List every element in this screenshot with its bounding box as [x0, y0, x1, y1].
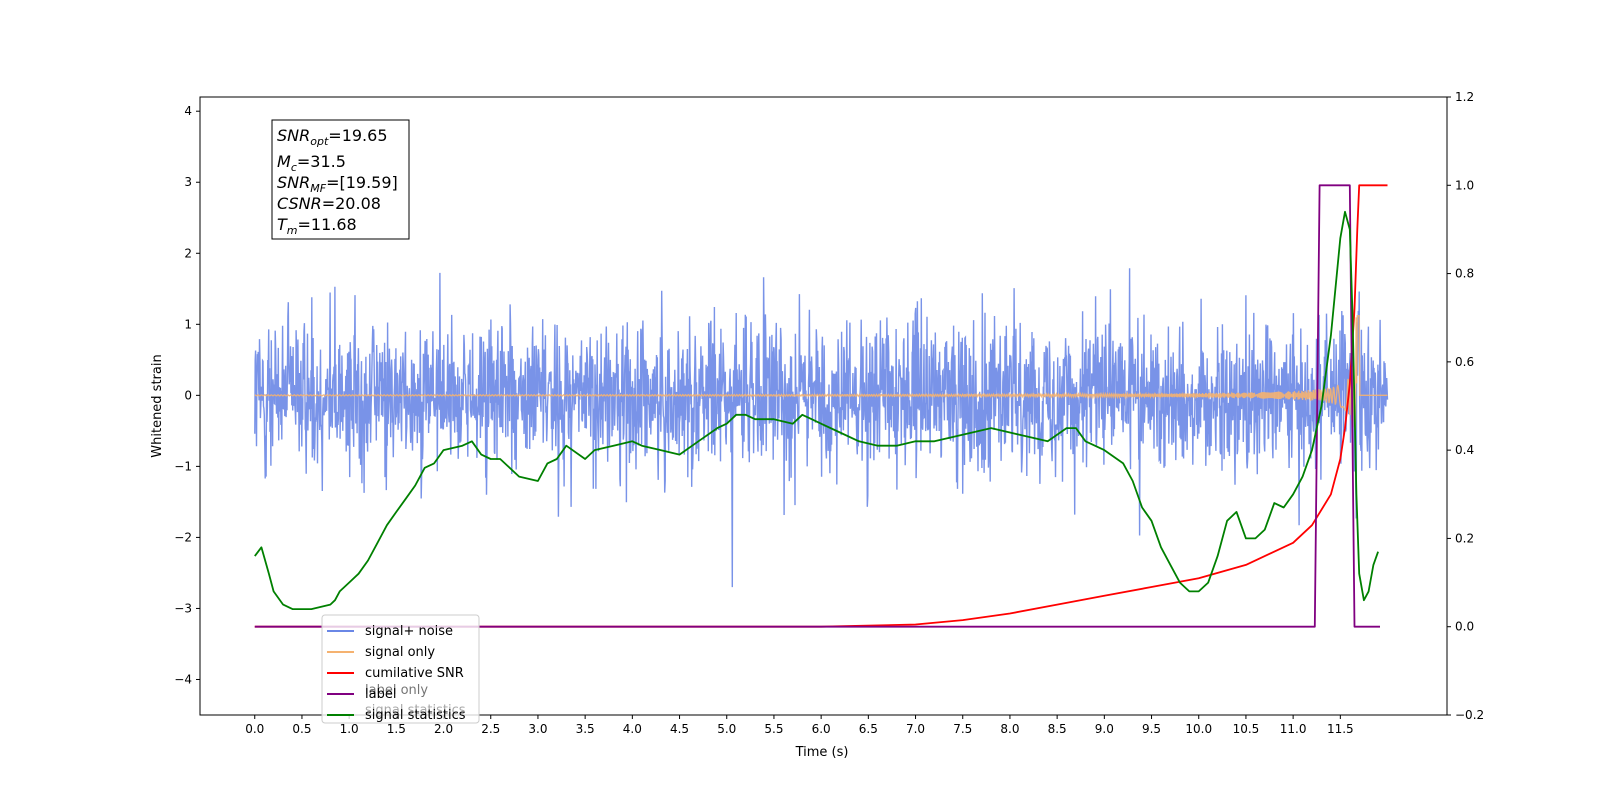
x-tick-label: 6.0	[812, 722, 831, 736]
x-tick-label: 5.5	[764, 722, 783, 736]
y-left-tick-label: 1	[184, 317, 192, 331]
x-tick-label: 0.0	[245, 722, 264, 736]
legend-ghost-label-only: label only	[365, 683, 428, 698]
y-right-tick-label: 1.0	[1455, 178, 1474, 192]
y-axis-right: 1.2 1.0 0.8 0.6 0.4 0.2 0.0 −0.2	[1447, 90, 1484, 722]
y-right-tick-label: 0.2	[1455, 531, 1474, 545]
annotation-snr-mf: SNRMF=[19.59]	[277, 173, 398, 195]
x-tick-label: 10.0	[1185, 722, 1212, 736]
y-right-tick-label: 0.0	[1455, 620, 1474, 634]
x-tick-label: 2.5	[481, 722, 500, 736]
series-cumulative-snr	[254, 184, 1388, 628]
y-right-tick-label: 0.8	[1455, 267, 1474, 281]
y-left-tick-label: 2	[184, 246, 192, 260]
x-tick-label: 9.0	[1095, 722, 1114, 736]
x-tick-label: 9.5	[1142, 722, 1161, 736]
stats-annotation: SNRopt=19.65 Mc=31.5 SNRMF=[19.59] CSNR=…	[271, 119, 410, 240]
y-left-tick-label: −2	[174, 530, 192, 544]
x-tick-label: 4.5	[670, 722, 689, 736]
x-tick-label: 11.0	[1280, 722, 1307, 736]
y-left-tick-label: −1	[174, 459, 192, 473]
y-right-tick-label: 1.2	[1455, 90, 1474, 104]
legend-ghost-signal-statistics: signal statistics	[365, 703, 466, 718]
y-axis-label: Whitened strain	[150, 354, 165, 457]
annotation-box	[271, 119, 410, 240]
x-tick-label: 8.5	[1048, 722, 1067, 736]
x-tick-label: 3.0	[528, 722, 547, 736]
x-tick-label: 0.5	[292, 722, 311, 736]
y-right-tick-label: 0.4	[1455, 443, 1474, 457]
x-tick-label: 8.0	[1000, 722, 1019, 736]
x-tick-label: 11.5	[1327, 722, 1354, 736]
series-signal-noise	[254, 268, 1389, 588]
annotation-tm: Tm=11.68	[277, 215, 357, 237]
series-layer	[254, 184, 1389, 628]
x-tick-label: 2.0	[434, 722, 453, 736]
legend-label: label	[365, 687, 396, 702]
legend: label only signal statistics signal+ noi…	[321, 614, 480, 724]
x-tick-label: 4.0	[623, 722, 642, 736]
x-tick-label: 3.5	[576, 722, 595, 736]
annotation-csnr: CSNR=20.08	[277, 194, 381, 213]
x-axis-label: Time (s)	[795, 745, 849, 760]
legend-label: signal only	[365, 645, 435, 660]
x-axis: 0.0 0.5 1.0 1.5 2.0 2.5 3.0 3.5 4.0 4.5 5.0 5.5 6.0 6…	[245, 715, 1354, 736]
series-label	[254, 184, 1380, 628]
legend-label: signal+ noise	[365, 624, 453, 639]
legend-box	[321, 614, 480, 724]
y-left-tick-label: −3	[174, 601, 192, 615]
series-signal-statistics	[254, 210, 1379, 610]
x-tick-label: 5.0	[717, 722, 736, 736]
y-left-tick-label: −4	[174, 672, 192, 686]
y-left-tick-label: 4	[184, 104, 192, 118]
series-signal-only	[254, 315, 1388, 431]
x-tick-label: 6.5	[859, 722, 878, 736]
legend-label: cumilative SNR	[365, 666, 464, 681]
x-tick-label: 1.5	[387, 722, 406, 736]
legend-entries: signal+ noise signal only cumilative SNR la…	[327, 624, 466, 723]
legend-label: signal statistics	[365, 708, 466, 723]
y-left-tick-label: 3	[184, 175, 192, 189]
axes-frame	[199, 96, 1448, 716]
x-tick-label: 1.0	[340, 722, 359, 736]
annotation-snr-opt: SNRopt=19.65	[277, 126, 388, 148]
x-tick-label: 10.5	[1233, 722, 1260, 736]
y-right-tick-label: −0.2	[1455, 708, 1484, 722]
annotation-mc: Mc=31.5	[277, 152, 346, 174]
y-right-tick-label: 0.6	[1455, 355, 1474, 369]
y-left-tick-label: 0	[184, 388, 192, 402]
y-axis-left: 4 3 2 1 0 −1 −2 −3 −4	[174, 104, 200, 686]
x-tick-label: 7.0	[906, 722, 925, 736]
x-tick-label: 7.5	[953, 722, 972, 736]
